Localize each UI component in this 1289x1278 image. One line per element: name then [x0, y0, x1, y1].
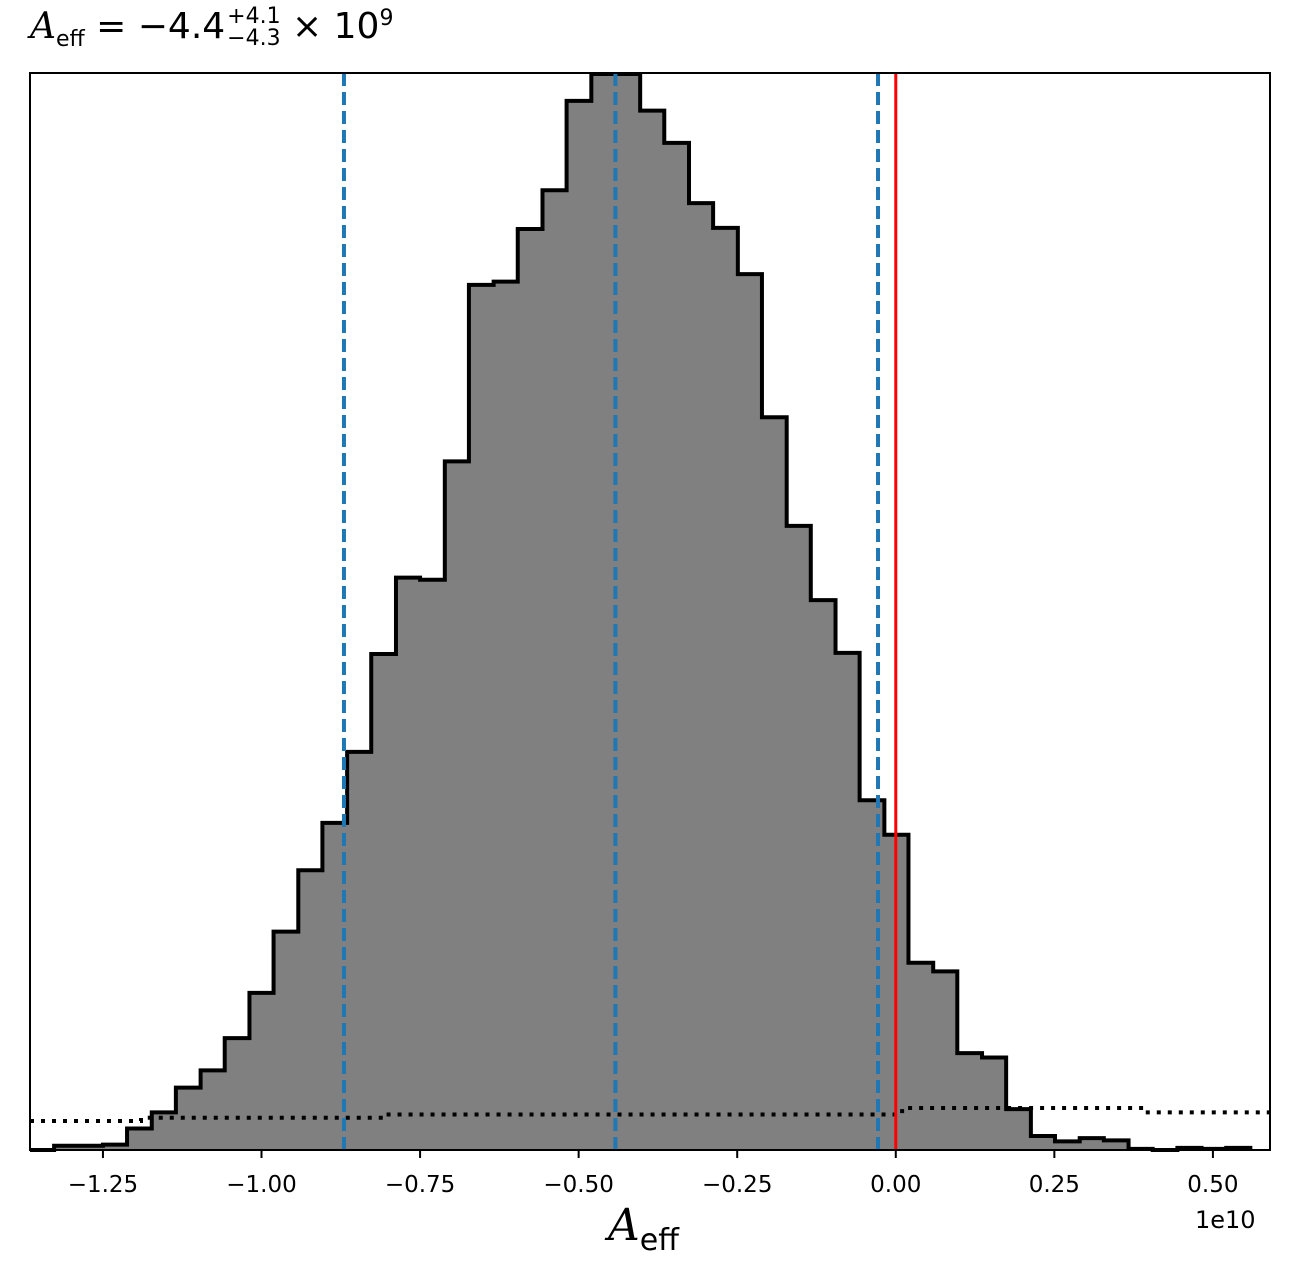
histogram-bar — [859, 800, 885, 1150]
histogram-bar — [786, 525, 812, 1150]
histogram-bar — [517, 228, 543, 1151]
x-tick-label: 0.25 — [1029, 1172, 1080, 1198]
histogram-bar — [224, 1038, 250, 1150]
histogram-bar — [1103, 1140, 1130, 1150]
histogram-bar — [664, 142, 690, 1150]
histogram-bar — [737, 274, 763, 1150]
histogram-bar — [347, 751, 372, 1150]
histogram-bar — [420, 579, 446, 1150]
histogram-bar — [1079, 1138, 1105, 1150]
plot-frame — [29, 72, 1271, 1151]
histogram-bar — [982, 1057, 1007, 1150]
title-value: = −4.4 — [84, 6, 226, 47]
histogram-bar — [78, 1145, 104, 1150]
x-axis-label-symbol: A — [608, 1200, 640, 1251]
histogram-bar — [102, 1144, 128, 1150]
title-symbol: A — [30, 6, 56, 47]
x-tick-label: −1.00 — [226, 1172, 296, 1198]
histogram-bar — [493, 281, 519, 1151]
title-lower-error: −4.3 — [227, 26, 281, 51]
histogram-bar — [298, 870, 323, 1150]
histogram-outline — [30, 72, 1253, 1152]
x-tick-label: −0.50 — [543, 1172, 613, 1198]
histogram-bar — [127, 1128, 153, 1150]
histogram-bar — [175, 1087, 202, 1150]
x-axis-offset-label: 1e10 — [1195, 1206, 1256, 1234]
x-tick-label: 0.50 — [1187, 1172, 1238, 1198]
prior-curve — [30, 1106, 1270, 1123]
title-suffix: × 10 — [280, 6, 380, 47]
histogram-bar — [957, 1053, 983, 1150]
histogram-bar — [395, 577, 421, 1150]
x-tick-label: 0.00 — [870, 1172, 921, 1198]
histogram-bar — [640, 110, 665, 1151]
x-tick-label: −1.25 — [68, 1172, 138, 1198]
histogram-bar — [1030, 1136, 1056, 1150]
histogram-bar — [713, 227, 739, 1151]
histogram-bar — [371, 653, 397, 1150]
histogram-bar — [689, 203, 714, 1150]
histogram-bar — [542, 190, 568, 1150]
histogram-bar — [908, 962, 934, 1150]
histogram-bar — [761, 417, 788, 1150]
histogram-bar — [273, 931, 299, 1150]
histogram-bar — [615, 74, 641, 1150]
x-axis-label-sub: eff — [639, 1222, 679, 1258]
title-symbol-sub: eff — [56, 27, 85, 53]
histogram-bar — [444, 461, 470, 1150]
title-exponent: 9 — [379, 6, 394, 31]
histogram-bar — [200, 1070, 226, 1150]
chart-title: Aeff = −4.4 +4.1 −4.3 × 109 — [30, 6, 394, 53]
histogram-bar — [810, 600, 837, 1150]
histogram-bar — [591, 74, 616, 1150]
title-upper-error: +4.1 — [227, 4, 281, 29]
histogram-bar — [468, 284, 495, 1150]
histogram-bar — [566, 100, 592, 1150]
histogram-bar — [1054, 1141, 1081, 1150]
x-tick-label: −0.75 — [385, 1172, 455, 1198]
histogram-bar — [835, 652, 861, 1150]
x-axis-label: Aeff — [608, 1200, 679, 1258]
histogram-bar — [1006, 1109, 1032, 1150]
x-tick-label: −0.25 — [702, 1172, 772, 1198]
histogram-bar — [249, 992, 275, 1150]
histogram-bar — [933, 971, 958, 1150]
histogram-bar — [54, 1145, 79, 1150]
title-errors: +4.1 −4.3 — [227, 6, 280, 50]
